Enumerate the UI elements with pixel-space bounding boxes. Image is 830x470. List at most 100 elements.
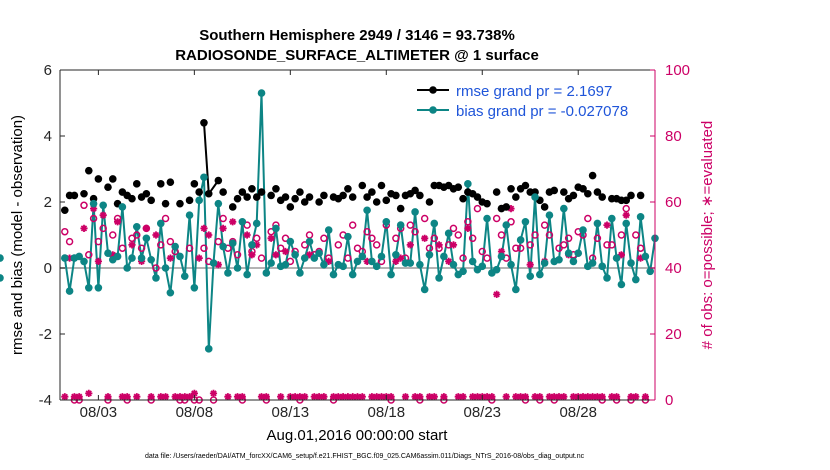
obs-evaluated-point bbox=[373, 393, 381, 401]
bias-point bbox=[372, 262, 381, 271]
y-tick-label: -2 bbox=[39, 326, 52, 343]
obs-evaluated-point bbox=[229, 218, 237, 226]
bias-point bbox=[368, 257, 376, 266]
obs-possible-point bbox=[65, 237, 74, 246]
obs-evaluated-point bbox=[66, 254, 74, 262]
bias-point bbox=[612, 254, 621, 262]
obs-evaluated-point bbox=[262, 393, 270, 401]
bias-point bbox=[300, 254, 309, 262]
bias-point bbox=[224, 269, 232, 277]
rmse-point bbox=[204, 189, 213, 198]
obs-evaluated-point bbox=[147, 393, 155, 401]
obs-evaluated-point bbox=[224, 393, 232, 401]
bias-point bbox=[185, 211, 194, 219]
bias-point bbox=[233, 264, 242, 272]
obs-evaluated-point bbox=[358, 393, 366, 401]
bias-point bbox=[176, 252, 184, 261]
obs-evaluated-point bbox=[483, 393, 491, 401]
bias-point bbox=[603, 274, 611, 282]
obs-evaluated-point bbox=[517, 393, 525, 401]
bias-point bbox=[75, 252, 83, 261]
bias-point bbox=[526, 272, 535, 281]
obs-evaluated-point bbox=[430, 393, 438, 401]
bias-point bbox=[516, 236, 525, 244]
obs-possible-point bbox=[152, 264, 160, 272]
obs-evaluated-point bbox=[598, 393, 606, 401]
obs-evaluated-point bbox=[301, 393, 309, 401]
x-axis-label: Aug.01,2016 00:00:00 start bbox=[267, 427, 449, 444]
obs-evaluated-point bbox=[190, 389, 198, 397]
rmse-point bbox=[80, 189, 88, 198]
bias-point bbox=[406, 259, 415, 267]
obs-evaluated-point bbox=[507, 205, 515, 213]
obs-evaluated-point bbox=[85, 389, 93, 397]
obs-evaluated-point bbox=[589, 393, 597, 401]
obs-possible-point bbox=[276, 244, 285, 252]
obs-evaluated-point bbox=[641, 393, 649, 401]
rmse-point bbox=[296, 188, 304, 196]
bias-point bbox=[569, 257, 578, 266]
bias-point bbox=[387, 270, 395, 279]
obs-evaluated-point bbox=[61, 393, 69, 401]
rmse-point bbox=[257, 188, 266, 196]
bias-point bbox=[560, 204, 568, 213]
obs-evaluated-point bbox=[445, 257, 453, 265]
rmse-point bbox=[483, 199, 491, 208]
rmse-point bbox=[286, 203, 295, 211]
bias-point bbox=[497, 252, 506, 261]
obs-evaluated-point bbox=[267, 234, 275, 242]
rmse-point bbox=[70, 191, 79, 200]
obs-possible-point bbox=[334, 241, 343, 249]
obs-evaluated-point bbox=[545, 393, 553, 401]
legend-bias-marker bbox=[429, 106, 437, 114]
rmse-point bbox=[200, 119, 208, 127]
y-axis-label: rmse and bias (model - observation) bbox=[9, 115, 26, 355]
obs-evaluated-point bbox=[622, 211, 630, 219]
obs-possible-point bbox=[516, 244, 525, 252]
bias-point bbox=[608, 214, 616, 223]
bias-point bbox=[113, 252, 122, 261]
obs-evaluated-point bbox=[133, 393, 141, 401]
obs-evaluated-point bbox=[310, 393, 318, 401]
bias-point bbox=[248, 241, 256, 249]
bias-point bbox=[118, 203, 127, 211]
bias-point bbox=[627, 259, 635, 267]
axis-ticks: 08/03 08/08 08/13 08/18 08/23 08/28-4-2024602… bbox=[39, 62, 690, 421]
bias-point bbox=[492, 265, 501, 274]
obs-possible-point bbox=[584, 214, 592, 223]
obs-possible-point bbox=[632, 231, 640, 239]
obs-evaluated-point bbox=[368, 393, 376, 401]
obs-possible-point bbox=[185, 244, 194, 252]
bias-point bbox=[382, 218, 391, 226]
bias-point bbox=[440, 252, 448, 261]
rmse-point bbox=[214, 176, 223, 185]
bias-point bbox=[204, 345, 213, 353]
rmse-point bbox=[104, 183, 112, 191]
bias-point bbox=[156, 219, 165, 228]
obs-evaluated-point bbox=[339, 393, 347, 401]
obs-evaluated-point bbox=[363, 257, 371, 265]
y2-tick-label: 60 bbox=[665, 194, 682, 211]
obs-evaluated-point bbox=[512, 393, 520, 401]
bias-point bbox=[574, 249, 583, 257]
obs-evaluated-point bbox=[464, 224, 472, 232]
rmse-point bbox=[502, 203, 511, 211]
rmse-point bbox=[108, 175, 117, 183]
obs-evaluated-point bbox=[449, 241, 458, 249]
rmse-point bbox=[339, 191, 347, 200]
y2-tick-label: 100 bbox=[665, 62, 690, 79]
rmse-point bbox=[300, 198, 309, 206]
rmse-point bbox=[569, 191, 578, 200]
obs-evaluated-point bbox=[416, 393, 424, 401]
obs-possible-point bbox=[363, 227, 371, 236]
rmse-point bbox=[622, 196, 631, 205]
obs-evaluated-point bbox=[152, 231, 160, 239]
rmse-point bbox=[377, 181, 386, 190]
rmse-point bbox=[348, 193, 357, 201]
bias-point bbox=[521, 218, 530, 226]
obs-possible-point bbox=[468, 234, 477, 243]
bias-point bbox=[435, 274, 443, 282]
obs-evaluated-point bbox=[411, 393, 419, 401]
plot-frame bbox=[59, 69, 656, 401]
obs-evaluated-point bbox=[253, 241, 261, 249]
